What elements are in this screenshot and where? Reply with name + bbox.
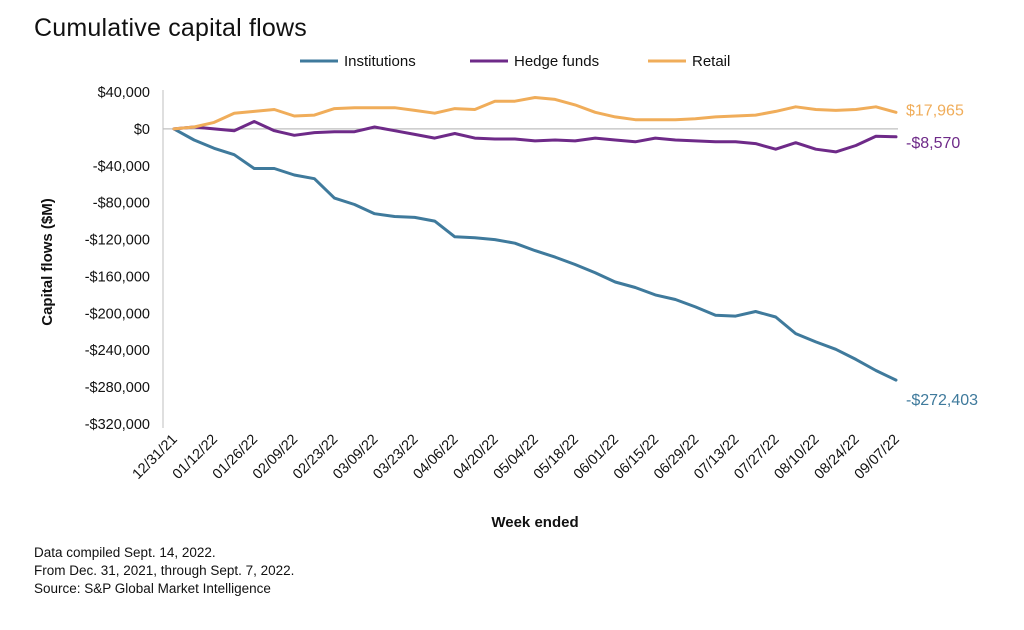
x-axis-title: Week ended [491,514,578,531]
y-tick-label: -$280,000 [85,380,150,396]
y-tick-label: $0 [134,122,150,138]
note-source: Source: S&P Global Market Intelligence [34,581,271,596]
y-axis-ticks: $40,000 $0 -$40,000 -$80,000 -$120,000 -$160,… [85,85,150,433]
y-tick-label: -$320,000 [85,417,150,433]
y-tick-label: -$240,000 [85,343,150,359]
note-range: From Dec. 31, 2021, through Sept. 7, 202… [34,563,295,578]
y-tick-label: -$40,000 [93,159,150,175]
series-line-hedge-funds [172,120,898,154]
end-label-institutions: -$272,403 [906,392,978,409]
series-line-institutions [172,127,898,382]
note-compiled: Data compiled Sept. 14, 2022. [34,545,216,560]
series-lines [172,96,898,382]
series-line-retail [172,96,898,131]
legend-label: Hedge funds [514,53,599,70]
y-axis-title: Capital flows ($M) [39,198,56,326]
end-label-hedge-funds: -$8,570 [906,135,960,152]
y-tick-label: -$200,000 [85,306,150,322]
legend-label: Retail [692,53,730,70]
x-axis-ticks: 12/31/2101/12/2201/26/2202/09/2202/23/22… [130,432,903,483]
chart-notes: Data compiled Sept. 14, 2022. From Dec. … [34,544,294,598]
y-tick-label: -$120,000 [85,233,150,249]
x-tick-label: 09/07/22 [852,432,903,483]
legend-label: Institutions [344,53,416,70]
y-tick-label: -$160,000 [85,269,150,285]
legend: Institutions Hedge funds Retail [300,53,730,70]
end-label-retail: $17,965 [906,102,964,119]
y-tick-label: $40,000 [98,85,150,101]
y-tick-label: -$80,000 [93,196,150,212]
chart-title: Cumulative capital flows [34,14,307,42]
end-labels: -$272,403 -$8,570 $17,965 [906,102,978,409]
line-chart: Institutions Hedge funds Retail $40,000 $0 -… [39,53,978,531]
